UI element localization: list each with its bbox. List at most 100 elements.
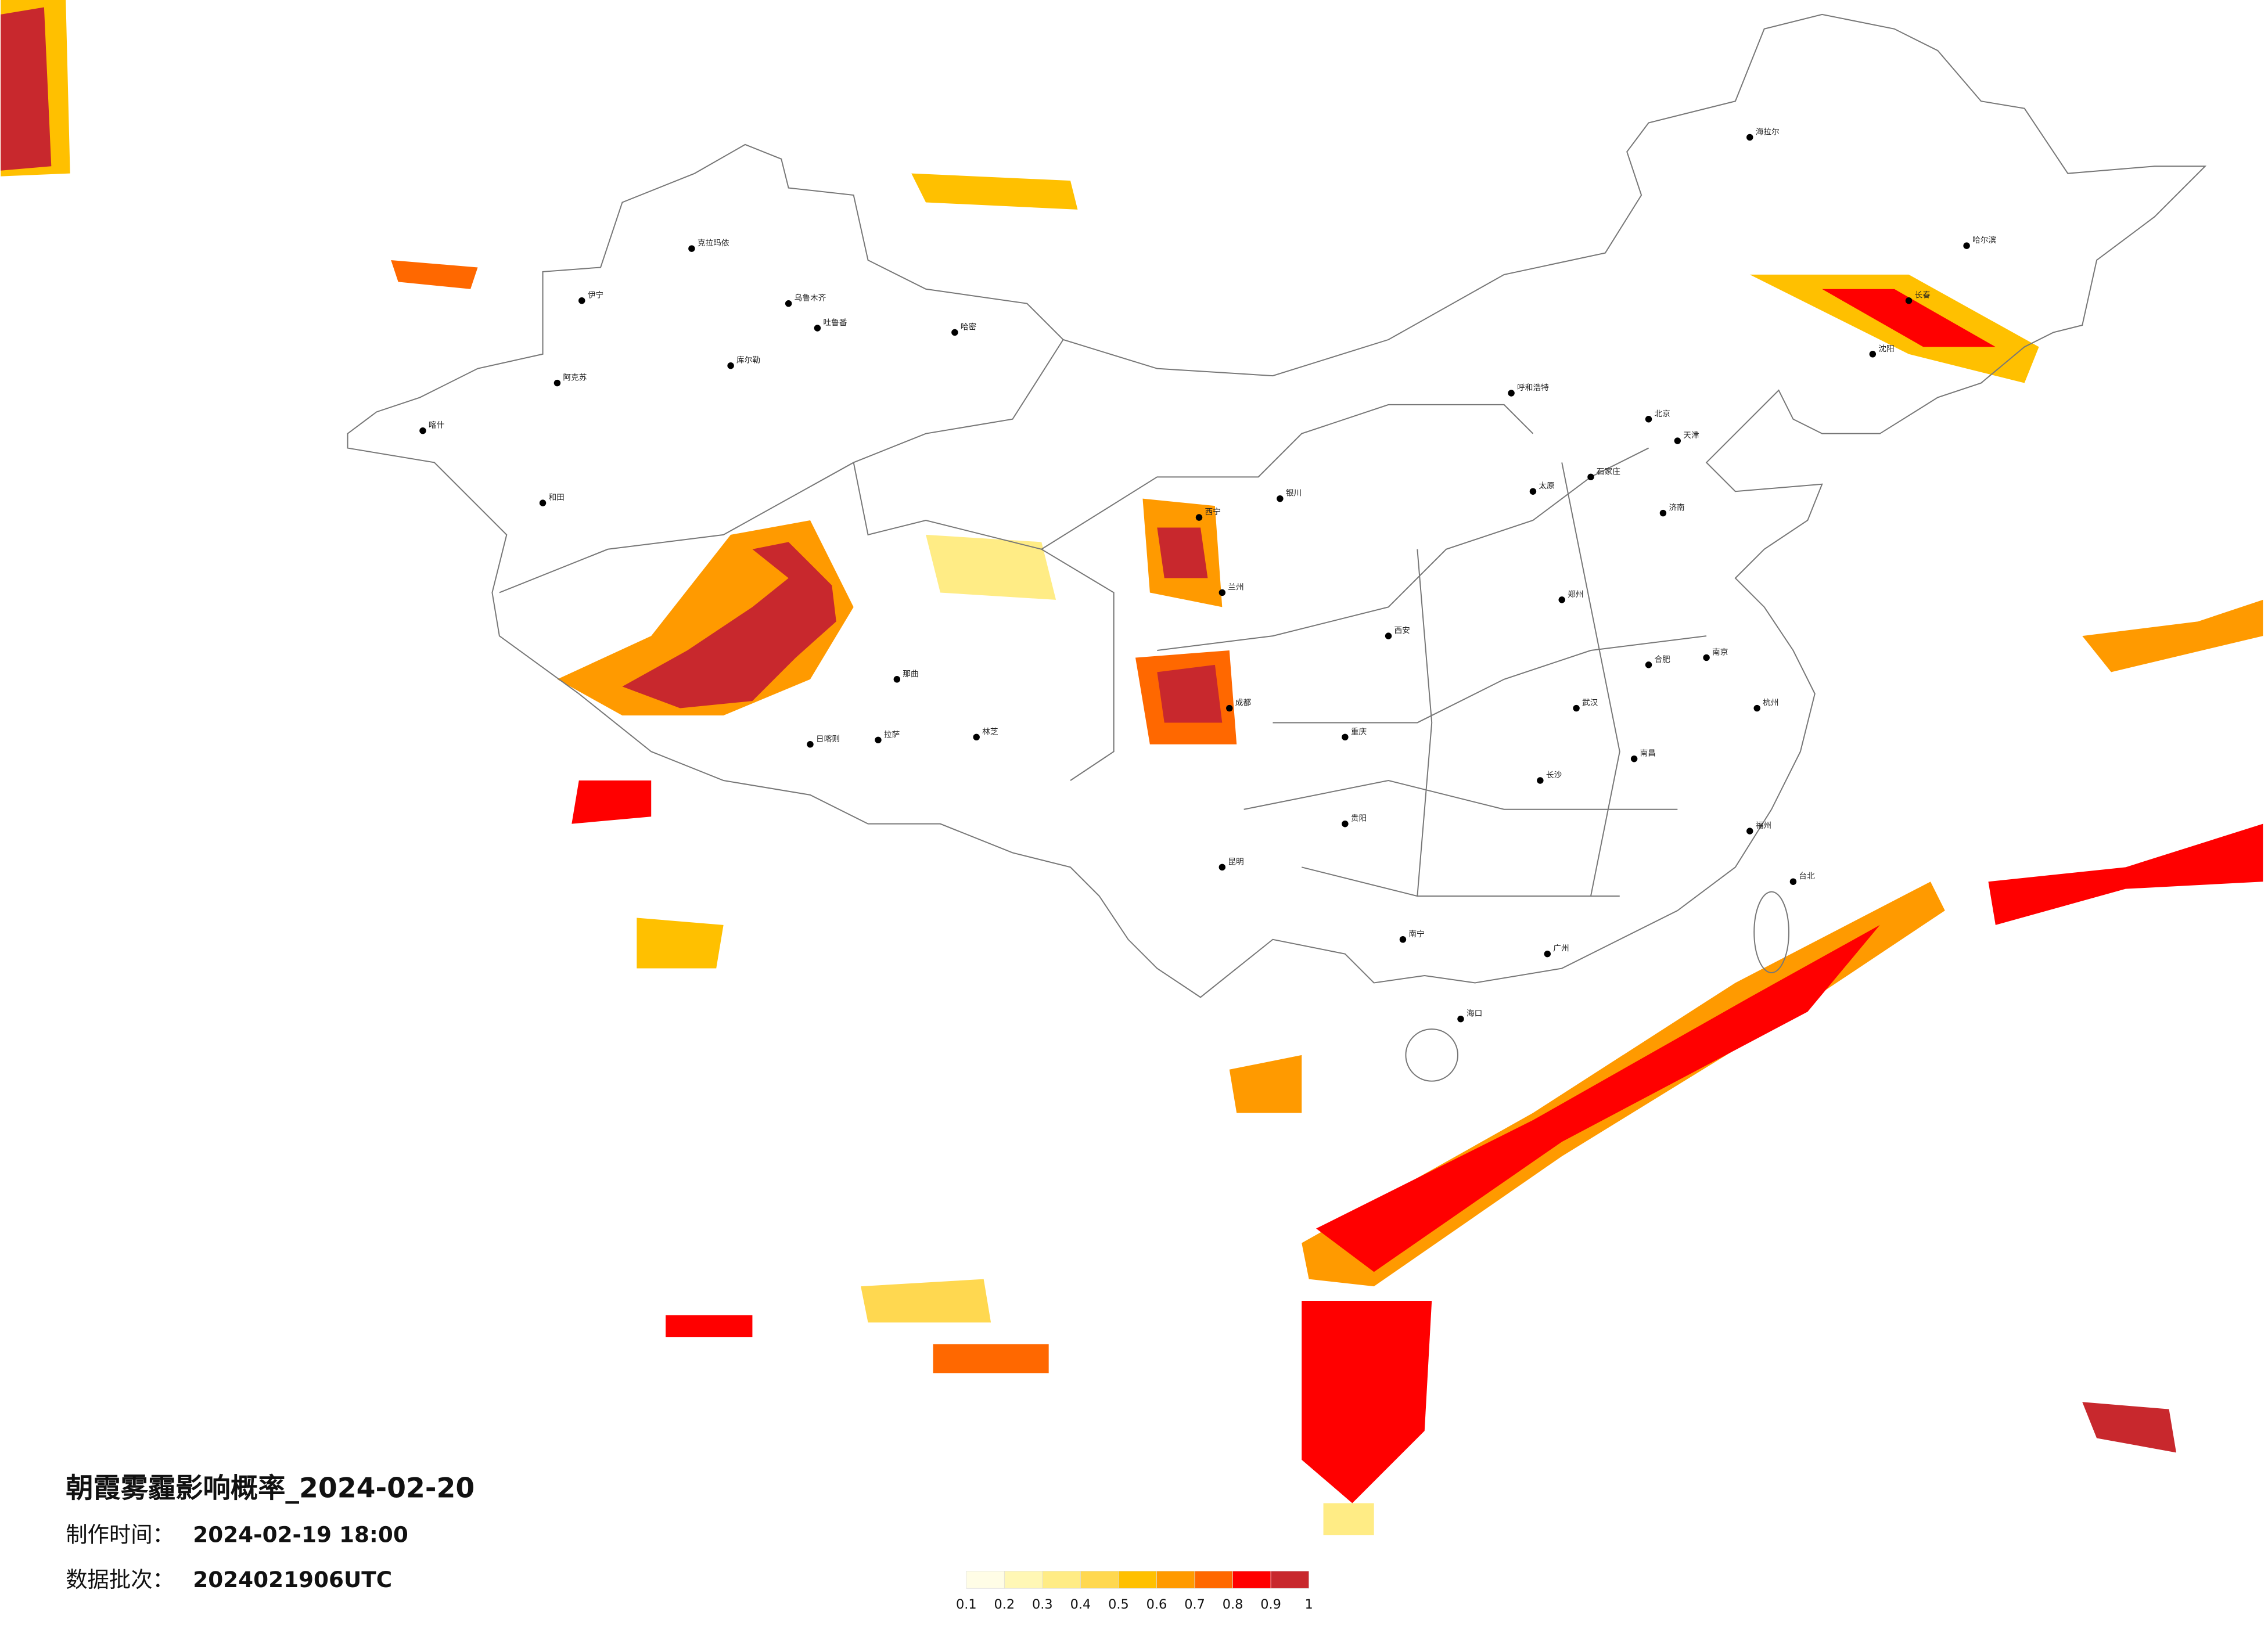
city-label: 台北 [1799, 872, 1815, 881]
haze-area [1157, 664, 1223, 723]
city-label: 日喀则 [816, 735, 840, 744]
city-label: 兰州 [1228, 582, 1243, 592]
city-label: 重庆 [1351, 727, 1367, 736]
legend-tick-label: 0.4 [1070, 1597, 1091, 1612]
city-label: 林芝 [982, 727, 998, 736]
city-dot [1219, 864, 1226, 871]
city-label: 沈阳 [1878, 344, 1894, 354]
legend-swatch [1042, 1571, 1081, 1589]
city-dot [893, 676, 901, 683]
city-dot [1645, 661, 1652, 668]
city-dot [807, 741, 814, 748]
legend-swatch [1270, 1571, 1310, 1589]
legend-tick-label: 0.7 [1184, 1597, 1205, 1612]
haze-area [2082, 1402, 2176, 1453]
city-label: 昆明 [1228, 857, 1243, 866]
legend-swatch [1080, 1571, 1119, 1589]
city-dot [1226, 704, 1233, 712]
city-label: 西宁 [1205, 507, 1220, 517]
country-border [347, 13, 2207, 998]
city-label: 吐鲁番 [823, 318, 847, 328]
city-label: 北京 [1655, 409, 1670, 419]
city-label: 成都 [1235, 699, 1252, 708]
city-dot [1703, 654, 1710, 661]
borders [347, 13, 2207, 1082]
haze-area [1323, 1503, 1374, 1535]
city-dot [688, 245, 695, 252]
legend: 0.1 0.2 0.3 0.4 0.5 0.6 0.7 0.8 0.9 1 [956, 1571, 1313, 1612]
city-dot [785, 300, 792, 307]
city-dot [1342, 820, 1349, 828]
city-dot [1659, 509, 1667, 517]
city-label: 哈密 [961, 322, 977, 332]
city-dot [727, 362, 734, 369]
city-dot [1746, 828, 1753, 834]
city-label: 呼和浩特 [1517, 383, 1549, 393]
city-dot [1753, 704, 1760, 712]
city-dot [1529, 488, 1537, 495]
city-dot [1277, 495, 1284, 502]
city-label: 合肥 [1655, 655, 1671, 664]
city-dot [1508, 390, 1515, 397]
legend-tick-label: 0.2 [994, 1597, 1015, 1612]
city-label: 郑州 [1568, 590, 1583, 599]
city-label: 海拉尔 [1756, 127, 1780, 136]
haze-area [666, 1315, 753, 1337]
legend-swatch [1232, 1571, 1271, 1589]
city-dot [875, 736, 882, 744]
city-dot [419, 427, 426, 434]
hainan [1405, 1028, 1459, 1082]
city-dot [1195, 514, 1203, 521]
legend-tick-label: 0.1 [956, 1597, 977, 1612]
haze-area [1302, 1301, 1432, 1503]
city-label: 南京 [1712, 647, 1728, 657]
haze-area [926, 534, 1056, 600]
city-label: 南宁 [1408, 929, 1424, 939]
legend-swatch [1156, 1571, 1195, 1589]
city-dot [1630, 755, 1638, 762]
legend-tick-label: 0.9 [1260, 1597, 1281, 1612]
city-label: 广州 [1553, 944, 1569, 954]
city-label: 喀什 [429, 421, 445, 430]
legend-swatch [1118, 1571, 1157, 1589]
city-label: 阿克苏 [563, 373, 587, 383]
city-dot [1789, 878, 1797, 885]
city-dot [1537, 777, 1544, 784]
city-label: 那曲 [903, 670, 918, 679]
city-dot [1457, 1015, 1464, 1023]
info-value: 2024-02-19 18:00 [193, 1522, 408, 1548]
legend-tick-label: 0.6 [1146, 1597, 1167, 1612]
city-label: 海口 [1467, 1009, 1482, 1019]
haze-area [1316, 924, 1880, 1272]
city-label: 和田 [549, 493, 565, 502]
title: 朝霞雾霾影响概率_2024-02-20 [66, 1472, 475, 1504]
city-dot [1869, 351, 1877, 358]
haze-area [2082, 599, 2263, 672]
city-dot [1573, 704, 1580, 712]
legend-tick-label: 0.8 [1223, 1597, 1243, 1612]
haze-area [637, 918, 724, 969]
city-label: 长沙 [1546, 771, 1562, 780]
legend-tick-label: 0.5 [1108, 1597, 1129, 1612]
haze-area [911, 173, 1078, 210]
legend-swatch [1194, 1571, 1233, 1589]
city-dot [1674, 437, 1681, 444]
city-dot [1746, 134, 1753, 141]
city-label: 杭州 [1763, 699, 1778, 708]
city-dot [973, 733, 980, 741]
haze-area [861, 1279, 991, 1323]
city-label: 南昌 [1640, 749, 1656, 758]
haze-area [1, 7, 52, 171]
city-label: 太原 [1539, 481, 1554, 491]
city-dot [1342, 733, 1349, 741]
city-label: 武汉 [1582, 699, 1598, 708]
info-value: 2024021906UTC [193, 1567, 392, 1592]
province-border [499, 339, 1707, 897]
city-label: 济南 [1669, 503, 1684, 513]
city-dot [1385, 632, 1392, 639]
info-label: 制作时间： [66, 1522, 174, 1548]
city-label: 银川 [1286, 489, 1302, 498]
city-label: 天津 [1683, 431, 1699, 440]
city-dot [553, 379, 561, 387]
